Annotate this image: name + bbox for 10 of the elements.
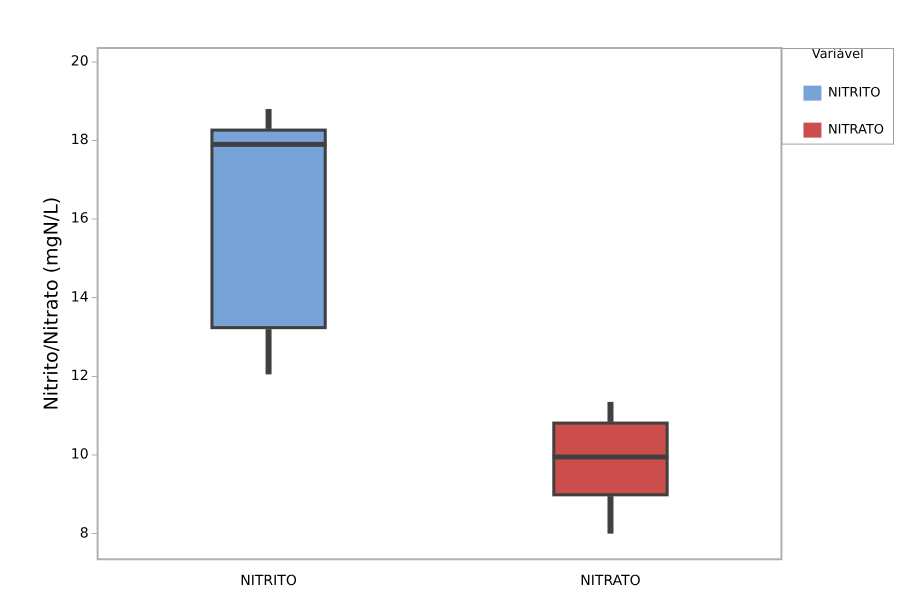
y-tick-label: 20 bbox=[70, 53, 89, 70]
y-tick-label: 8 bbox=[80, 525, 89, 542]
y-tick-label: 12 bbox=[70, 368, 89, 384]
y-tick-label: 10 bbox=[70, 446, 89, 463]
legend-label: NITRITO bbox=[828, 85, 880, 100]
y-tick-label: 16 bbox=[70, 210, 89, 227]
y-axis-title: Nitrito/Nitrato (mgN/L) bbox=[40, 196, 62, 410]
y-tick-label: 18 bbox=[70, 132, 89, 148]
legend-label: NITRATO bbox=[828, 122, 884, 138]
y-tick-label: 14 bbox=[70, 289, 89, 306]
